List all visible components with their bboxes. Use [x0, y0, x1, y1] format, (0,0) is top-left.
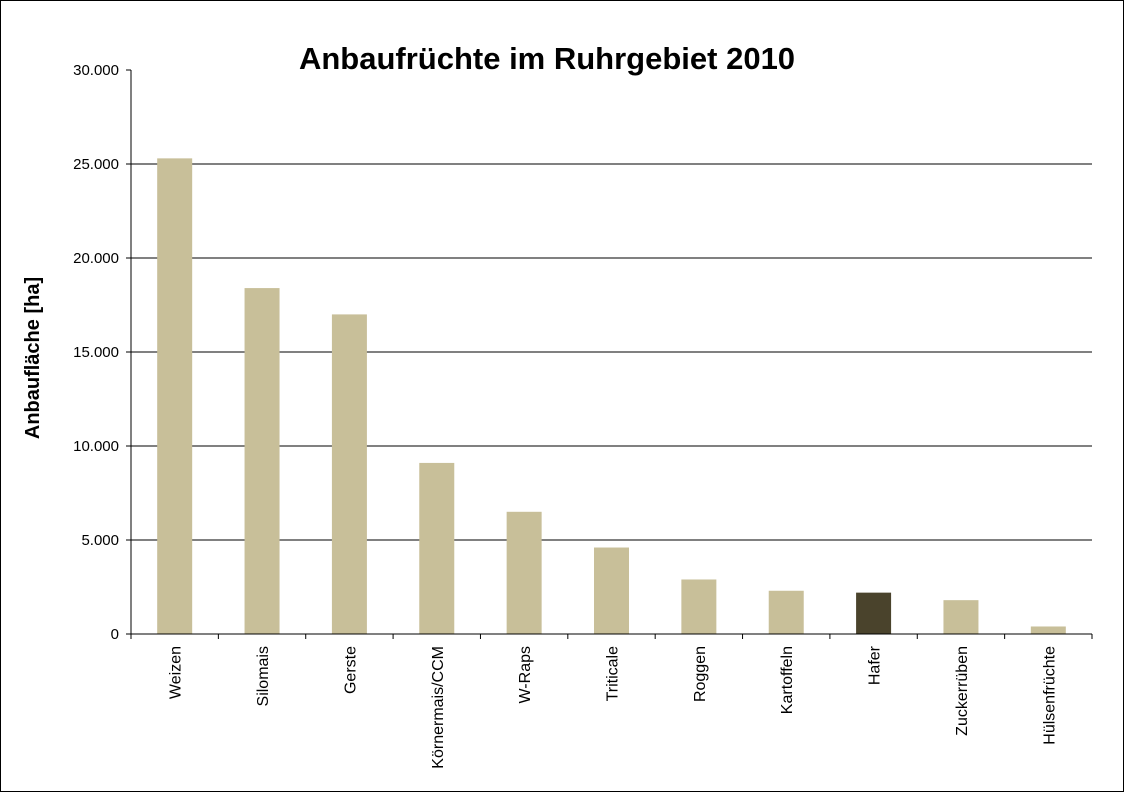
- y-tick-label: 30.000: [73, 62, 119, 79]
- x-tick-label: Hafer: [867, 645, 884, 685]
- x-tick-label: Gerste: [342, 646, 359, 694]
- x-tick-label: Silomais: [255, 646, 272, 706]
- x-tick-label: Zuckerrüben: [954, 646, 971, 736]
- y-tick-label: 20.000: [73, 250, 119, 267]
- bar-8: [768, 590, 804, 634]
- x-tick-labels: Weizen Silomais Gerste Körnermais/CCM W-Raps…: [168, 645, 1059, 768]
- x-tick-label: Roggen: [692, 646, 709, 702]
- bar-2: [244, 288, 280, 634]
- y-tick-label: 25.000: [73, 156, 119, 173]
- x-tick-label: Körnermais/CCM: [430, 646, 447, 769]
- bar-3: [331, 314, 367, 634]
- bar-6: [594, 547, 629, 634]
- gridlines: [131, 163, 1092, 541]
- y-tick-labels: 0 5.000 10.000 15.000 20.000 25.000 30.000: [73, 62, 119, 643]
- y-axis-label: Anbaufläche [ha]: [22, 277, 44, 439]
- x-tick-label: Triticale: [605, 646, 622, 702]
- y-tick-label: 15.000: [73, 344, 119, 361]
- y-tick-label: 5.000: [81, 532, 119, 549]
- bar-1: [157, 158, 193, 635]
- bar-5: [506, 511, 542, 634]
- x-tick-label: Hülsenfrüchte: [1041, 646, 1058, 745]
- y-tick-label: 10.000: [73, 438, 119, 455]
- bar-9: [856, 592, 892, 634]
- x-tick-label: Weizen: [168, 646, 185, 699]
- bar-10: [943, 600, 979, 634]
- axes: [126, 69, 1093, 639]
- y-tick-label: 0: [111, 626, 119, 643]
- bar-4: [419, 462, 455, 634]
- bars: [157, 158, 1066, 635]
- chart-title: Anbaufrüchte im Ruhrgebiet 2010: [299, 41, 795, 76]
- x-tick-label: Kartoffeln: [779, 646, 796, 714]
- bar-7: [681, 579, 717, 634]
- bar-11: [1030, 626, 1066, 634]
- x-tick-label: W-Raps: [517, 646, 534, 704]
